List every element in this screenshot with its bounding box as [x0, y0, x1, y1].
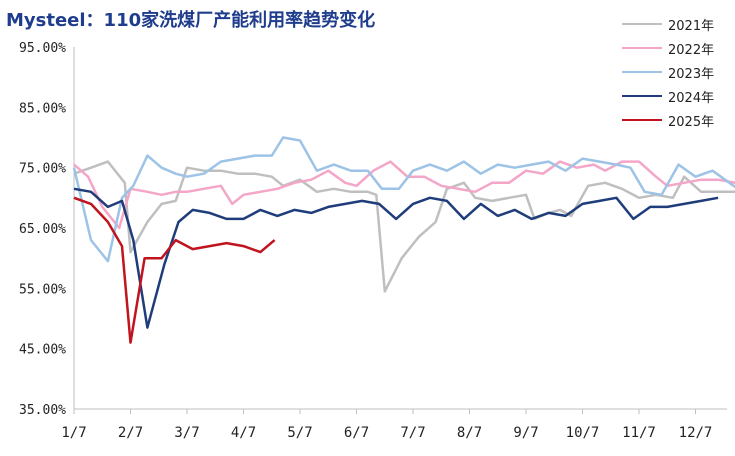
- legend-swatch: [622, 95, 662, 97]
- legend-swatch: [622, 71, 662, 73]
- legend-label: 2023年: [668, 66, 715, 82]
- y-tick-label: 55.00%: [19, 282, 66, 297]
- y-tick-label: 45.00%: [19, 343, 66, 358]
- x-tick-label: 8/7: [457, 425, 482, 441]
- legend-item: 2023年: [622, 60, 714, 84]
- x-tick-label: 1/7: [61, 425, 86, 441]
- legend-swatch: [622, 23, 662, 25]
- series-line-2025年: [73, 196, 276, 344]
- legend-label: 2025年: [668, 114, 715, 130]
- x-tick-label: 3/7: [174, 425, 199, 441]
- legend-item: 2025年: [622, 108, 714, 132]
- y-tick-label: 95.00%: [19, 41, 66, 56]
- y-tick-label: 85.00%: [19, 101, 66, 116]
- x-tick-label: 4/7: [231, 425, 256, 441]
- x-tick-label: 7/7: [400, 425, 425, 441]
- series-line-2024年: [73, 187, 719, 329]
- y-tick-label: 65.00%: [19, 222, 66, 237]
- legend-item: 2021年: [622, 12, 714, 36]
- legend-swatch: [622, 119, 662, 121]
- x-tick-label: 9/7: [513, 425, 538, 441]
- x-tick-label: 6/7: [344, 425, 369, 441]
- y-tick-label: 35.00%: [19, 403, 66, 418]
- x-tick-label: 10/7: [566, 425, 600, 441]
- x-tick-label: 2/7: [118, 425, 143, 441]
- series-line-2022年: [73, 160, 735, 230]
- x-tick-label: 12/7: [679, 425, 713, 441]
- legend: 2021年 2022年 2023年 2024年 2025年: [622, 12, 714, 132]
- x-tick-label: 11/7: [622, 425, 656, 441]
- legend-swatch: [622, 47, 662, 49]
- legend-label: 2024年: [668, 90, 715, 106]
- chart-title: Mysteel：110家洗煤厂产能利用率趋势变化: [6, 10, 376, 31]
- y-tick-label: 75.00%: [19, 162, 66, 177]
- legend-item: 2024年: [622, 84, 714, 108]
- series-line-2021年: [73, 160, 735, 293]
- x-tick-label: 5/7: [287, 425, 312, 441]
- series-line-2023年: [72, 136, 735, 263]
- legend-item: 2022年: [622, 36, 714, 60]
- legend-label: 2021年: [668, 18, 715, 34]
- legend-label: 2022年: [668, 42, 715, 58]
